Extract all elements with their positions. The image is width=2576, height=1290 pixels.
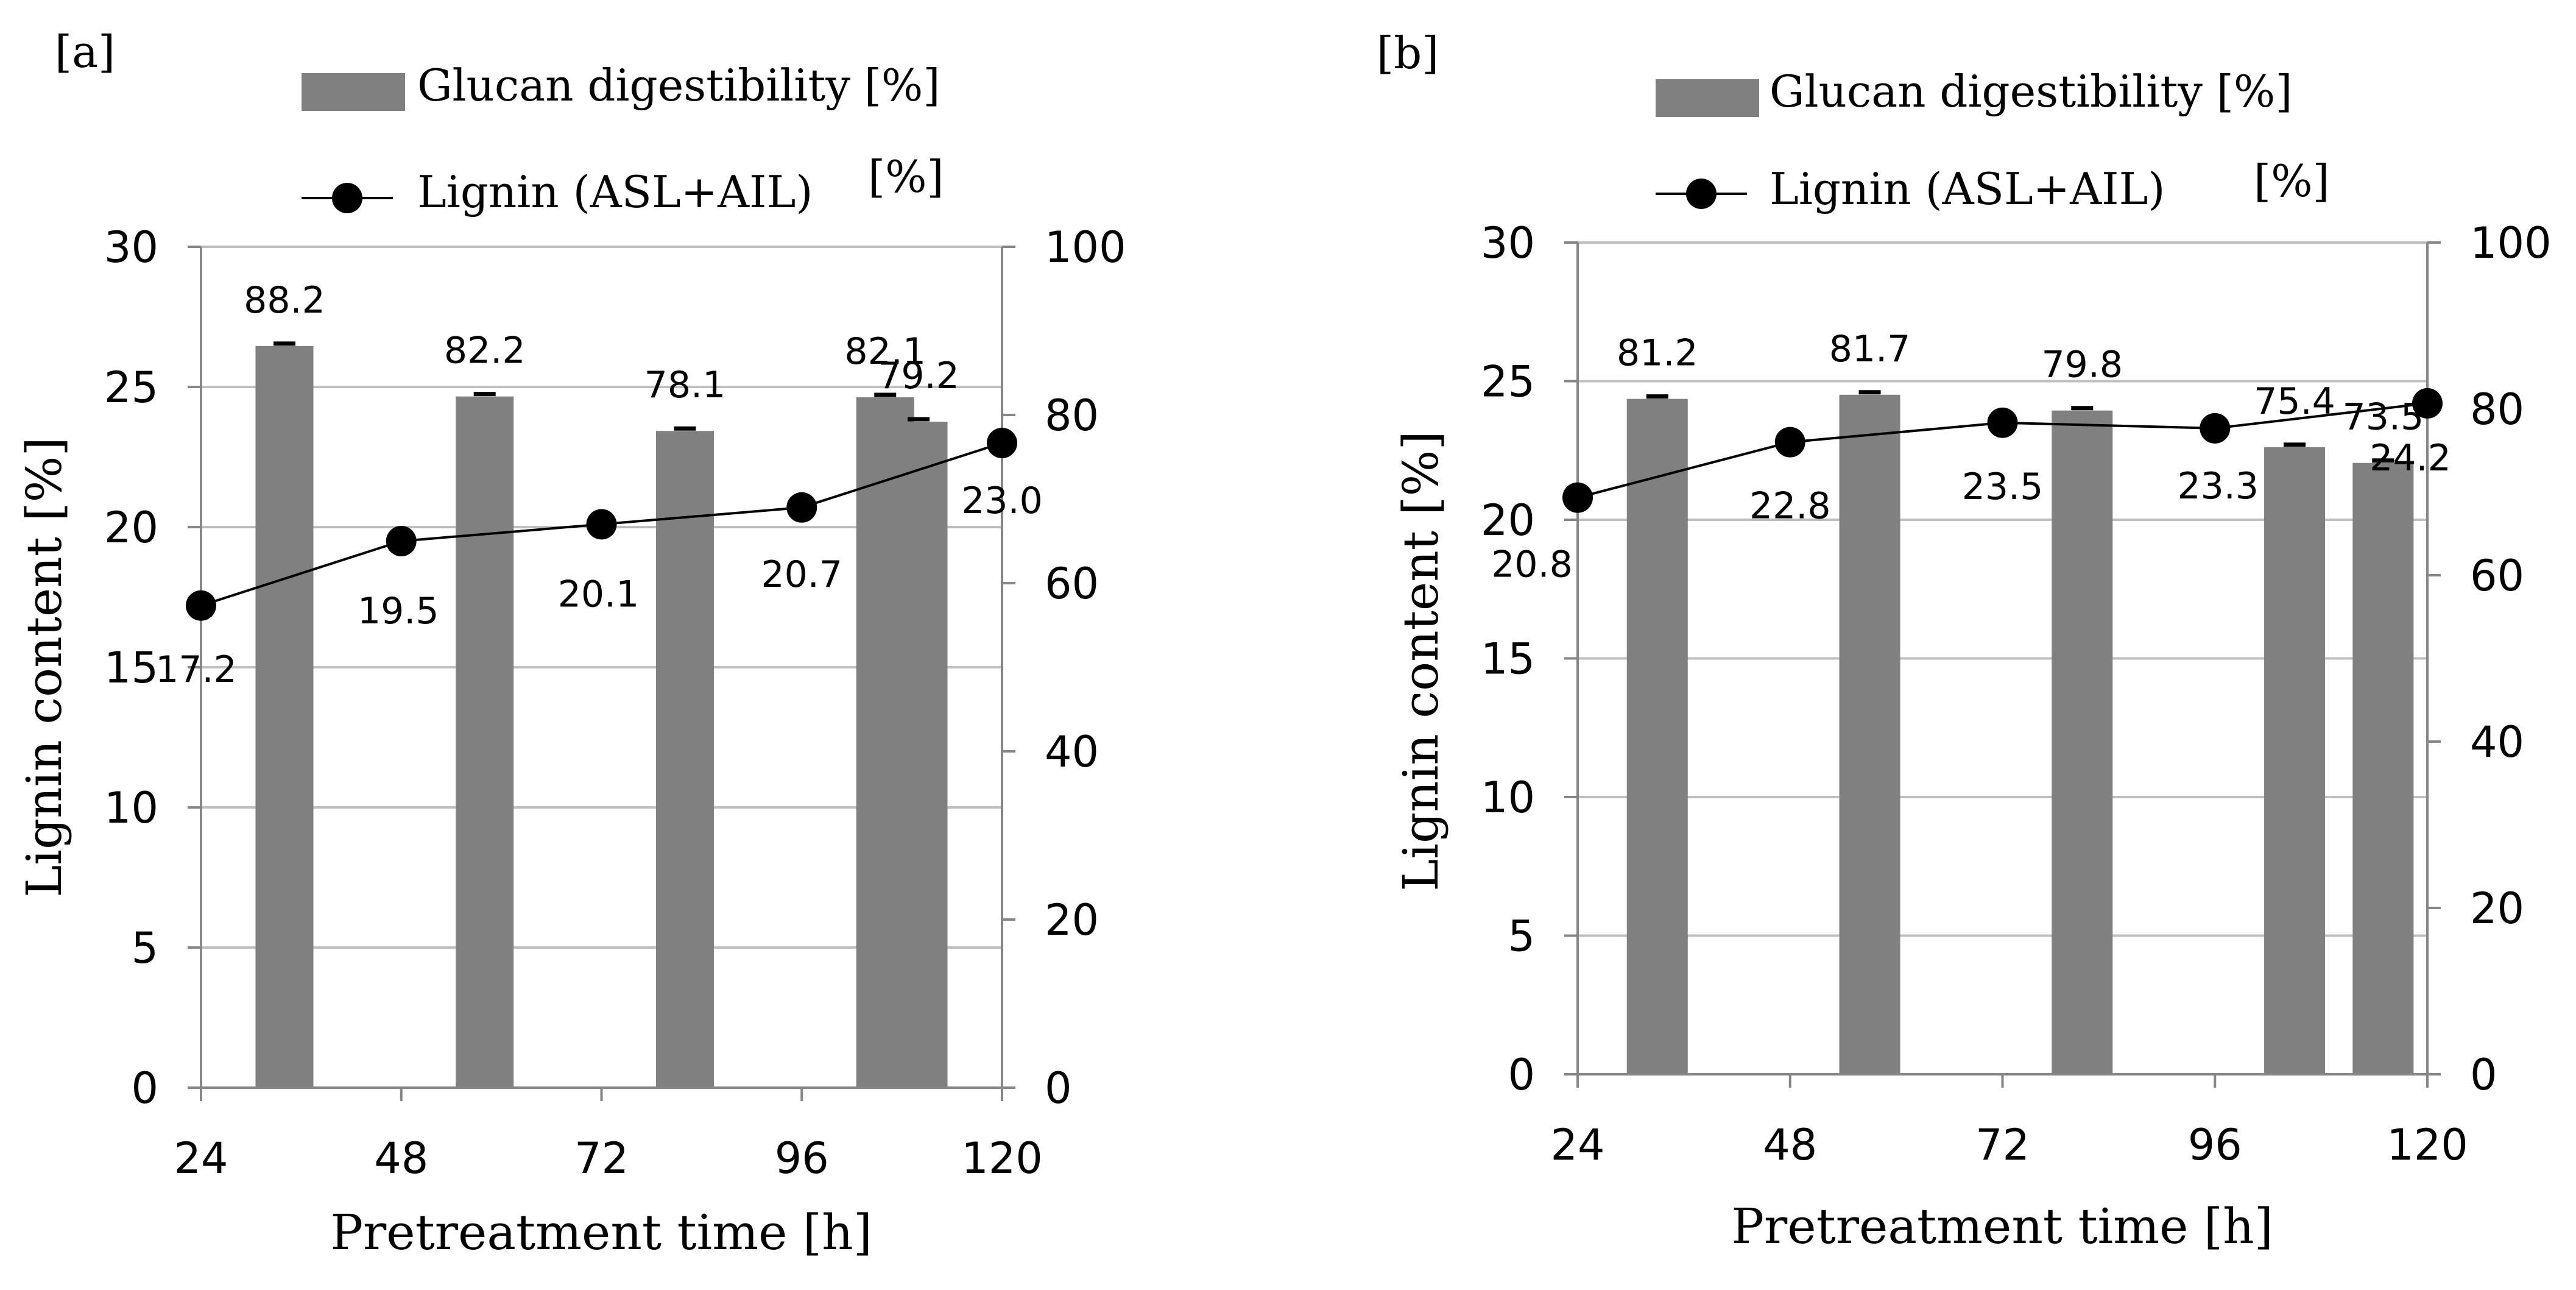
y-left-tick-label: 0: [1508, 1050, 1535, 1100]
x-tick-label: 48: [374, 1133, 428, 1183]
legend-bar-label: Glucan digestibility [%]: [1770, 66, 2292, 117]
x-tick-label: 96: [2188, 1120, 2242, 1170]
panel-label: [a]: [55, 26, 115, 77]
y-right-tick-label: 40: [1045, 727, 1099, 777]
lignin-point: [2200, 413, 2231, 444]
y-right-tick-label: 80: [1045, 391, 1099, 441]
legend-line-label: Lignin (ASL+AIL): [1770, 163, 2165, 214]
glucan-bar: [1839, 394, 1900, 1075]
glucan-bar: [655, 431, 714, 1088]
glucan-bar: [2352, 462, 2414, 1074]
y-left-tick-label: 5: [1508, 912, 1535, 962]
lignin-point: [1987, 407, 2018, 438]
lignin-value-label: 20.8: [1491, 544, 1573, 586]
lignin-point: [2412, 388, 2443, 419]
y-left-tick-label: 0: [131, 1063, 158, 1113]
glucan-bar-value-label: 81.2: [1617, 332, 1698, 375]
y-left-tick-label: 15: [1481, 634, 1535, 684]
y-right-tick-label: 100: [1045, 222, 1126, 272]
glucan-bar: [889, 422, 948, 1088]
glucan-bar-value-label: 82.1: [844, 330, 926, 373]
glucan-bar: [2052, 410, 2113, 1074]
lignin-point: [386, 526, 417, 556]
glucan-bar-value-label: 79.8: [2041, 344, 2123, 386]
legend-bar-label: Glucan digestibility [%]: [417, 60, 940, 111]
y-left-tick-label: 10: [1481, 773, 1535, 823]
y-left-tick-label: 25: [104, 363, 158, 413]
y-left-tick-label: 30: [1481, 218, 1535, 268]
legend-line-label: Lignin (ASL+AIL): [417, 166, 813, 218]
x-tick-label: 24: [174, 1133, 228, 1183]
lignin-value-label: 24.2: [2370, 437, 2451, 480]
y-right-tick-label: 80: [2470, 385, 2524, 434]
y-left-tick-label: 25: [1481, 357, 1535, 407]
y-right-tick-label: 40: [2470, 717, 2524, 767]
legend-line-marker: [332, 183, 362, 213]
y-left-tick-label: 30: [104, 222, 158, 272]
y-left-tick-label: 20: [1481, 495, 1535, 545]
y-axis-title: Lignin content [%]: [16, 437, 72, 898]
x-axis-title: Pretreatment time [h]: [330, 1204, 872, 1261]
right-axis-unit-label: [%]: [868, 151, 944, 202]
lignin-value-label: 23.0: [961, 480, 1043, 522]
glucan-bar-value-label: 73.5: [2343, 396, 2424, 439]
lignin-value-label: 17.2: [155, 648, 237, 691]
y-right-tick-label: 60: [2470, 551, 2524, 601]
x-tick-label: 72: [574, 1133, 629, 1183]
legend-bar-swatch: [1656, 79, 1759, 117]
lignin-point: [586, 509, 617, 540]
glucan-bar: [2264, 447, 2326, 1074]
lignin-point: [1562, 482, 1593, 513]
lignin-point: [786, 492, 817, 523]
lignin-value-label: 22.8: [1749, 485, 1831, 528]
glucan-bar-value-label: 79.2: [878, 355, 959, 397]
y-left-tick-label: 10: [104, 783, 158, 833]
right-axis-unit-label: [%]: [2254, 155, 2330, 207]
glucan-bar-value-label: 78.1: [644, 364, 726, 406]
x-tick-label: 96: [775, 1133, 829, 1183]
x-tick-label: 48: [1763, 1120, 1817, 1170]
panel-label: [b]: [1377, 27, 1439, 79]
x-tick-label: 72: [1975, 1120, 2030, 1170]
y-right-tick-label: 100: [2470, 218, 2552, 268]
lignin-value-label: 20.1: [558, 573, 640, 615]
x-tick-label: 24: [1550, 1120, 1604, 1170]
lignin-value-label: 23.3: [2177, 465, 2259, 508]
x-tick-label: 120: [2387, 1120, 2468, 1170]
y-left-tick-label: 5: [131, 923, 158, 973]
glucan-bar-value-label: 82.2: [444, 330, 526, 372]
legend-bar-swatch: [302, 73, 405, 111]
y-right-tick-label: 0: [2470, 1050, 2497, 1100]
lignin-value-label: 20.7: [761, 553, 842, 596]
lignin-point: [1774, 427, 1805, 458]
y-axis-title: Lignin content [%]: [1392, 431, 1449, 891]
lignin-point: [987, 428, 1017, 458]
legend-line-marker: [1686, 179, 1717, 209]
lignin-value-label: 23.5: [1962, 466, 2044, 508]
glucan-bar-value-label: 88.2: [244, 279, 325, 322]
y-left-tick-label: 20: [104, 503, 158, 553]
y-left-tick-label: 15: [104, 643, 158, 693]
y-right-tick-label: 20: [1045, 895, 1099, 945]
y-right-tick-label: 0: [1045, 1063, 1072, 1113]
x-axis-title: Pretreatment time [h]: [1731, 1198, 2273, 1255]
y-right-tick-label: 60: [1045, 559, 1099, 609]
glucan-bar: [1626, 399, 1688, 1074]
glucan-bar-value-label: 81.7: [1829, 328, 1911, 370]
y-right-tick-label: 20: [2470, 884, 2524, 934]
x-tick-label: 120: [961, 1133, 1043, 1183]
lignin-point: [186, 590, 216, 621]
chart-panel-a: 0 5 10 15 20 25 30 0 20 40 60 80 100 88.2 82.2 78.1 82.1…: [16, 26, 1126, 1261]
glucan-bar: [255, 346, 314, 1088]
glucan-bar: [456, 396, 514, 1088]
lignin-value-label: 19.5: [358, 590, 439, 633]
